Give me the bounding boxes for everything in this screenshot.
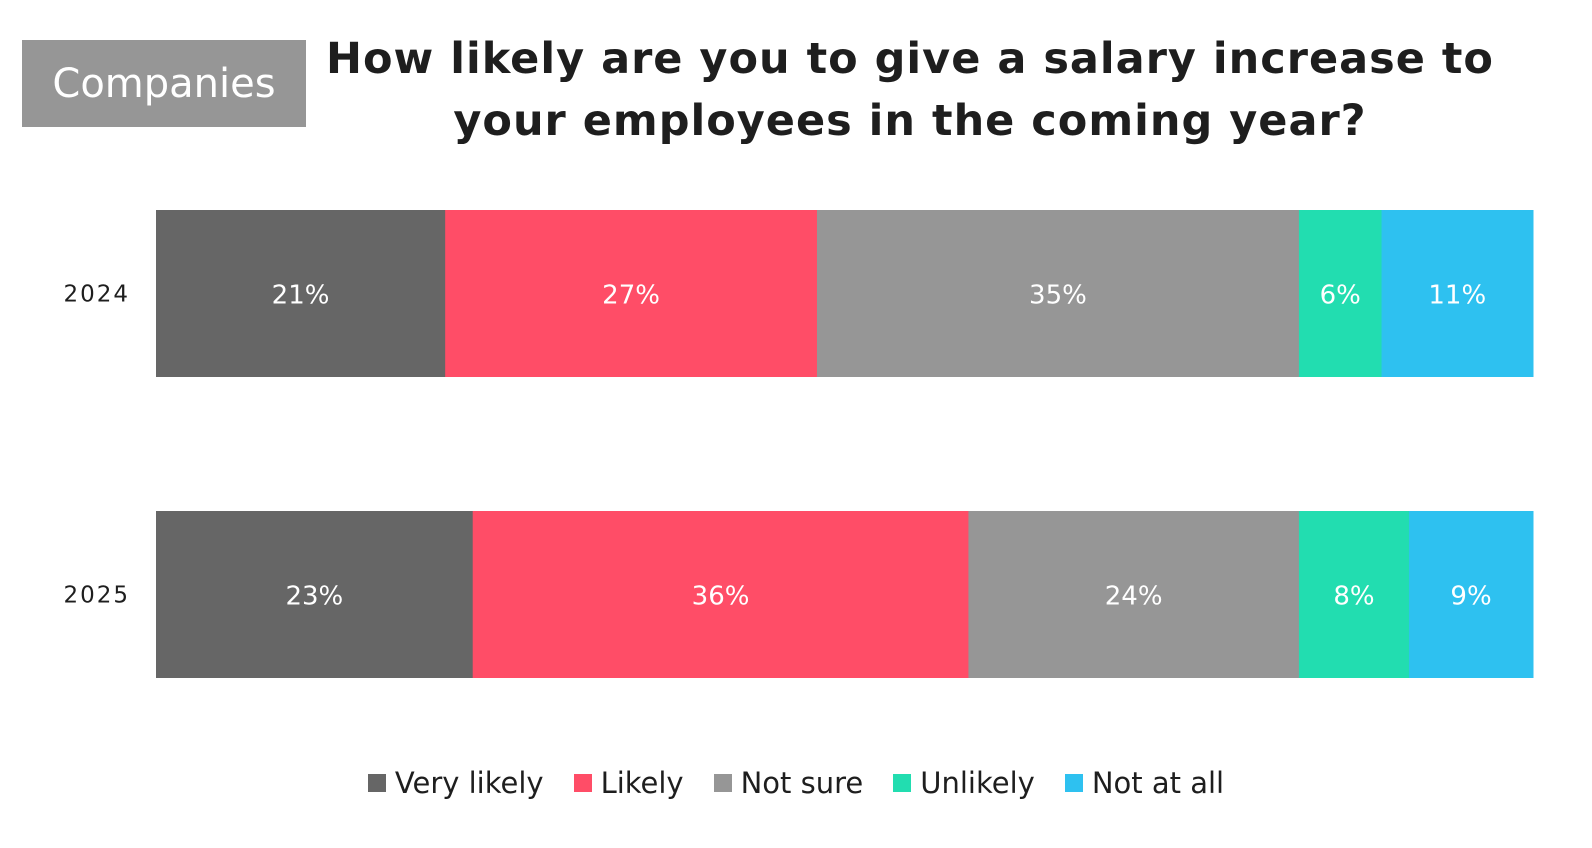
data-label-2024-very-likely: 21% — [272, 281, 330, 311]
data-label-2025-not-at-all: 9% — [1450, 582, 1491, 612]
legend-label-likely: Likely — [600, 766, 684, 800]
row-label-2024: 2024 — [63, 282, 130, 308]
data-label-2024-not-sure: 35% — [1029, 281, 1087, 311]
legend-item-not-at-all: Not at all — [1064, 766, 1225, 800]
stacked-bar-chart: 2024 21% 27% 35% 6% 11% 2025 23% 36% 24% 8% 9% — [63, 210, 1534, 678]
legend-label-very-likely: Very likely — [394, 766, 544, 800]
bar-2025-likely — [472, 511, 969, 678]
bar-2025-not-at-all — [1409, 511, 1534, 678]
chart-title-line-1: How likely are you to give a salary incr… — [326, 34, 1494, 84]
legend-label-unlikely: Unlikely — [920, 766, 1035, 800]
data-label-2024-not-at-all: 11% — [1428, 281, 1486, 311]
legend-item-very-likely: Very likely — [367, 766, 544, 800]
legend-swatch-very-likely — [367, 774, 386, 792]
row-label-2025: 2025 — [63, 583, 130, 609]
legend-item-unlikely: Unlikely — [893, 766, 1035, 800]
bar-2024-very-likely — [156, 210, 446, 377]
legend-swatch-not-at-all — [1064, 774, 1083, 792]
companies-badge-label: Companies — [52, 60, 276, 107]
chart-title: How likely are you to give a salary incr… — [320, 28, 1500, 152]
bar-2024-likely — [445, 210, 818, 377]
legend-item-likely: Likely — [573, 766, 684, 800]
legend-swatch-likely — [573, 774, 592, 792]
bar-2024-not-sure — [816, 210, 1300, 377]
bar-2024-unlikely — [1298, 210, 1383, 377]
chart-legend: Very likely Likely Not sure Unlikely Not at … — [0, 766, 1592, 800]
data-label-2025-not-sure: 24% — [1105, 582, 1163, 612]
data-label-2025-very-likely: 23% — [285, 582, 343, 612]
bar-2024-not-at-all — [1381, 210, 1534, 377]
legend-label-not-at-all: Not at all — [1091, 766, 1225, 800]
legend-label-not-sure: Not sure — [740, 766, 864, 800]
bar-2025-very-likely — [156, 511, 474, 678]
bar-2025-not-sure — [968, 511, 1300, 678]
companies-badge: Companies — [22, 40, 306, 127]
chart-title-line-2: your employees in the coming year? — [453, 96, 1367, 146]
data-label-2024-likely: 27% — [602, 281, 660, 311]
bar-2025-unlikely — [1298, 511, 1410, 678]
data-label-2024-unlikely: 6% — [1320, 281, 1361, 311]
legend-item-not-sure: Not sure — [713, 766, 864, 800]
data-label-2025-unlikely: 8% — [1333, 582, 1374, 612]
data-label-2025-likely: 36% — [692, 582, 750, 612]
legend-swatch-not-sure — [713, 774, 732, 792]
legend-swatch-unlikely — [893, 774, 912, 792]
